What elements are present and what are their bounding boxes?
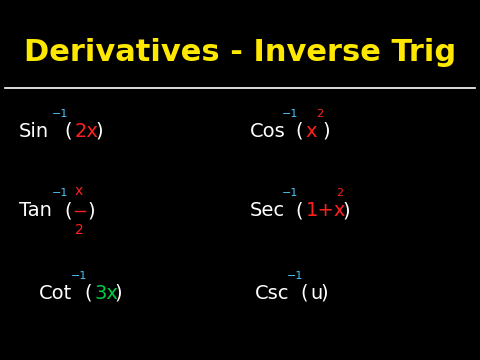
Text: (: ( — [295, 122, 302, 141]
Text: ): ) — [321, 284, 328, 303]
Text: 1+x: 1+x — [305, 201, 346, 220]
Text: −1: −1 — [51, 188, 68, 198]
Text: Cot: Cot — [38, 284, 72, 303]
Text: −1: −1 — [282, 188, 298, 198]
Text: x: x — [305, 122, 317, 141]
Text: −1: −1 — [287, 271, 303, 281]
Text: Sin: Sin — [19, 122, 49, 141]
Text: ): ) — [343, 201, 350, 220]
Text: Csc: Csc — [254, 284, 289, 303]
Text: ): ) — [115, 284, 122, 303]
Text: 2x: 2x — [75, 122, 99, 141]
Text: ): ) — [87, 201, 95, 220]
Text: 2: 2 — [316, 109, 323, 119]
Text: ): ) — [323, 122, 330, 141]
Text: 3x: 3x — [94, 284, 118, 303]
Text: 2: 2 — [75, 224, 84, 237]
Text: (: ( — [295, 201, 302, 220]
Text: −1: −1 — [282, 109, 298, 119]
Text: Derivatives - Inverse Trig: Derivatives - Inverse Trig — [24, 38, 456, 67]
Text: x: x — [75, 184, 84, 198]
Text: u: u — [310, 284, 323, 303]
Text: −1: −1 — [51, 109, 68, 119]
Text: Tan: Tan — [19, 201, 52, 220]
Text: (: ( — [65, 201, 72, 220]
Text: Cos: Cos — [250, 122, 285, 141]
Text: 2: 2 — [336, 188, 343, 198]
Text: −1: −1 — [71, 271, 87, 281]
Text: Sec: Sec — [250, 201, 285, 220]
Text: (: ( — [65, 122, 72, 141]
Text: (: ( — [84, 284, 91, 303]
Text: ): ) — [96, 122, 103, 141]
Text: (: ( — [300, 284, 307, 303]
